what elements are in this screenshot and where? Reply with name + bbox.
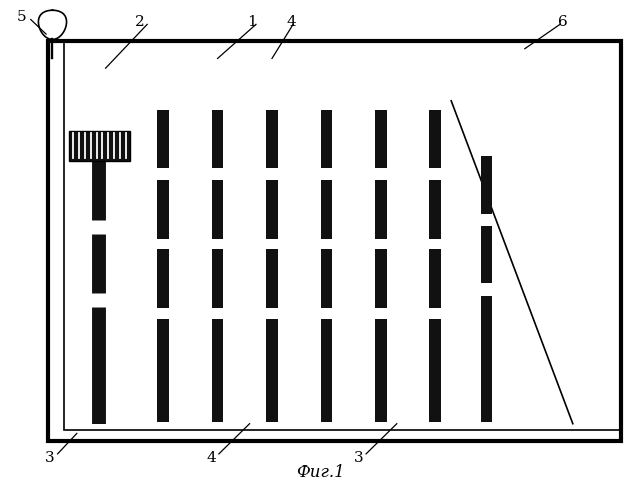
Bar (64, 42, 621, 430)
Text: 5: 5 (16, 10, 26, 24)
Bar (321, 110, 332, 422)
Bar (211, 239, 224, 249)
Bar (211, 308, 224, 319)
Bar (374, 308, 387, 319)
Bar (480, 214, 493, 226)
Bar (320, 168, 333, 180)
Bar (429, 110, 441, 422)
Bar (157, 168, 170, 180)
Bar (320, 308, 333, 319)
Text: 1: 1 (246, 15, 257, 29)
Bar (69, 131, 130, 161)
Ellipse shape (38, 9, 67, 38)
Bar (157, 110, 169, 422)
Bar (266, 239, 278, 249)
Text: 6: 6 (558, 15, 568, 29)
Bar (429, 239, 442, 249)
Bar (157, 308, 170, 319)
Bar (429, 308, 442, 319)
Text: 3: 3 (353, 451, 364, 465)
Text: 3: 3 (45, 451, 55, 465)
Bar (429, 168, 442, 180)
Bar (48, 41, 621, 441)
Text: 4: 4 (286, 15, 296, 29)
Bar (266, 168, 278, 180)
Text: Фиг.1: Фиг.1 (296, 464, 344, 481)
Bar (212, 110, 223, 422)
Text: 4: 4 (206, 451, 216, 465)
Bar (374, 239, 387, 249)
Bar (480, 283, 493, 296)
Bar (481, 156, 492, 422)
Bar (375, 110, 387, 422)
Bar (266, 308, 278, 319)
Bar (157, 239, 170, 249)
Bar (211, 168, 224, 180)
Text: 2: 2 (134, 15, 145, 29)
Bar (320, 239, 333, 249)
Bar (374, 168, 387, 180)
Bar (266, 110, 278, 422)
